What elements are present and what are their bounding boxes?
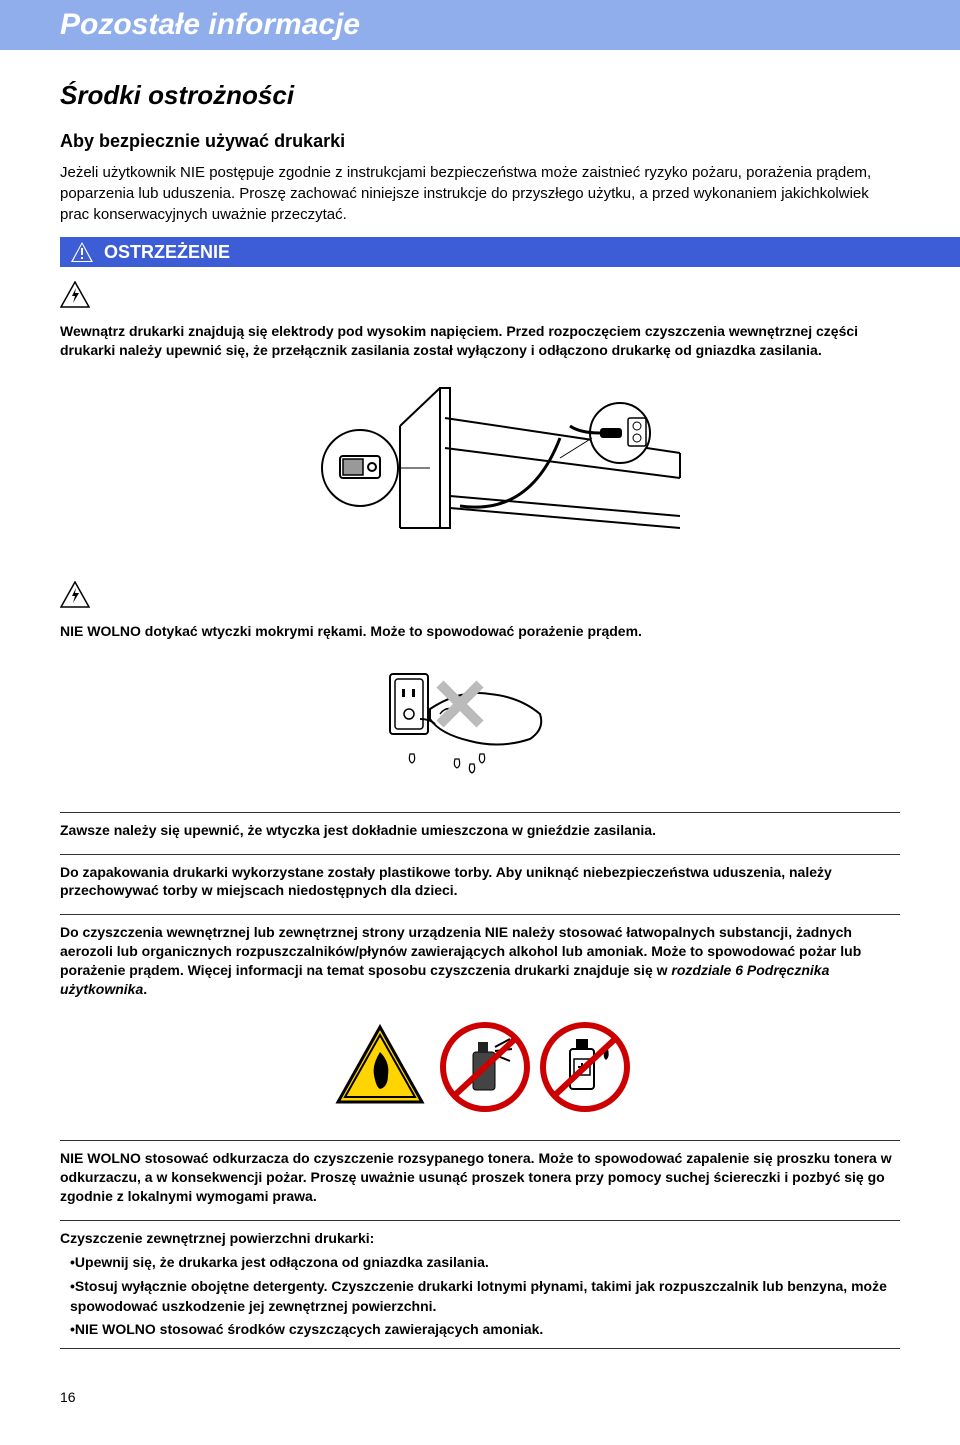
- warning-triangle-icon: [70, 241, 94, 263]
- warning-para-5: Do czyszczenia wewnętrznej lub zewnętrzn…: [60, 923, 900, 999]
- warning-para-4: Do zapakowania drukarki wykorzystane zos…: [60, 863, 900, 901]
- divider: [60, 1220, 900, 1221]
- printer-unplug-illustration: [60, 378, 900, 563]
- prohibition-icons-illustration: [60, 1017, 900, 1122]
- section-title: Środki ostrożności: [60, 80, 900, 111]
- warning-para-2: NIE WOLNO dotykać wtyczki mokrymi rękami…: [60, 622, 900, 641]
- cleaning-bullet-list: •Upewnij się, że drukarka jest odłączona…: [70, 1253, 900, 1339]
- bullet-2: •Stosuj wyłącznie obojętne detergenty. C…: [70, 1277, 900, 1316]
- cleaning-header: Czyszczenie zewnętrznej powierzchni druk…: [60, 1229, 900, 1248]
- electric-shock-icon: [60, 281, 900, 314]
- bullet-3: •NIE WOLNO stosować środków czyszczących…: [70, 1320, 900, 1340]
- wet-hands-plug-illustration: [60, 659, 900, 794]
- divider: [60, 812, 900, 813]
- electric-shock-icon: [60, 581, 900, 614]
- divider: [60, 914, 900, 915]
- para5-text-c: .: [143, 981, 147, 997]
- subsection-title: Aby bezpiecznie używać drukarki: [60, 131, 900, 152]
- warning-para-1: Wewnątrz drukarki znajdują się elektrody…: [60, 322, 900, 360]
- divider: [60, 854, 900, 855]
- page-title: Pozostałe informacje: [60, 8, 960, 42]
- warning-label: OSTRZEŻENIE: [104, 242, 230, 263]
- divider: [60, 1140, 900, 1141]
- page-number: 16: [60, 1389, 900, 1405]
- warning-bar: OSTRZEŻENIE: [60, 237, 960, 267]
- intro-text: Jeżeli użytkownik NIE postępuje zgodnie …: [60, 162, 900, 225]
- warning-para-3: Zawsze należy się upewnić, że wtyczka je…: [60, 821, 900, 840]
- bullet-1: •Upewnij się, że drukarka jest odłączona…: [70, 1253, 900, 1273]
- warning-para-6: NIE WOLNO stosować odkurzacza do czyszcz…: [60, 1149, 900, 1206]
- header-bar: Pozostałe informacje: [0, 0, 960, 50]
- divider: [60, 1348, 900, 1349]
